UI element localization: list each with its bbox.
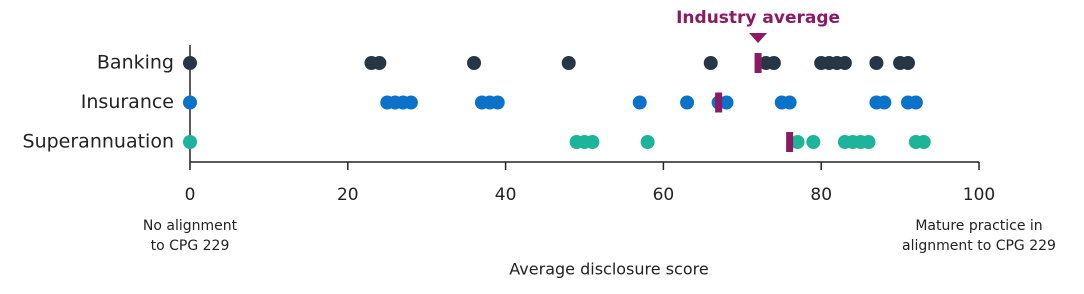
x-tick-label: 20 — [337, 185, 359, 205]
dot — [908, 95, 923, 110]
dot — [561, 56, 576, 70]
dot — [640, 135, 655, 149]
x-tick-label: 40 — [495, 185, 517, 205]
right-note: alignment to CPG 229 — [902, 238, 1056, 254]
left-note: to CPG 229 — [151, 238, 230, 254]
dot — [877, 95, 892, 110]
dot — [183, 56, 197, 70]
dot — [467, 56, 482, 70]
dot — [632, 95, 647, 110]
average-label: Industry average — [676, 8, 840, 28]
dot — [869, 56, 884, 70]
x-tick-label: 80 — [810, 185, 832, 205]
average-pointer — [749, 33, 768, 43]
x-axis-label: Average disclosure score — [509, 260, 708, 279]
dot — [916, 135, 931, 149]
dot — [782, 95, 797, 110]
x-tick-label: 0 — [185, 185, 196, 205]
dot — [490, 95, 505, 110]
dot — [372, 56, 387, 70]
dot — [766, 56, 781, 70]
left-note: No alignment — [143, 218, 238, 234]
dot — [837, 56, 852, 70]
dot — [900, 56, 915, 70]
dot — [183, 135, 197, 149]
average-marker — [786, 132, 794, 152]
y-tick-label: Insurance — [81, 91, 174, 113]
dot — [806, 135, 821, 149]
y-tick-label: Superannuation — [23, 131, 174, 153]
dot — [719, 95, 734, 110]
average-marker — [754, 53, 762, 73]
y-tick-label: Banking — [97, 52, 174, 74]
dot — [790, 135, 805, 149]
dot — [861, 135, 876, 149]
dot — [680, 95, 695, 110]
dot — [703, 56, 718, 70]
average-marker — [715, 92, 723, 113]
dot — [585, 135, 600, 149]
dot — [183, 95, 197, 110]
right-note: Mature practice in — [915, 218, 1042, 234]
dot — [403, 95, 418, 110]
x-tick-label: 100 — [963, 185, 995, 205]
x-tick-label: 60 — [653, 185, 675, 205]
